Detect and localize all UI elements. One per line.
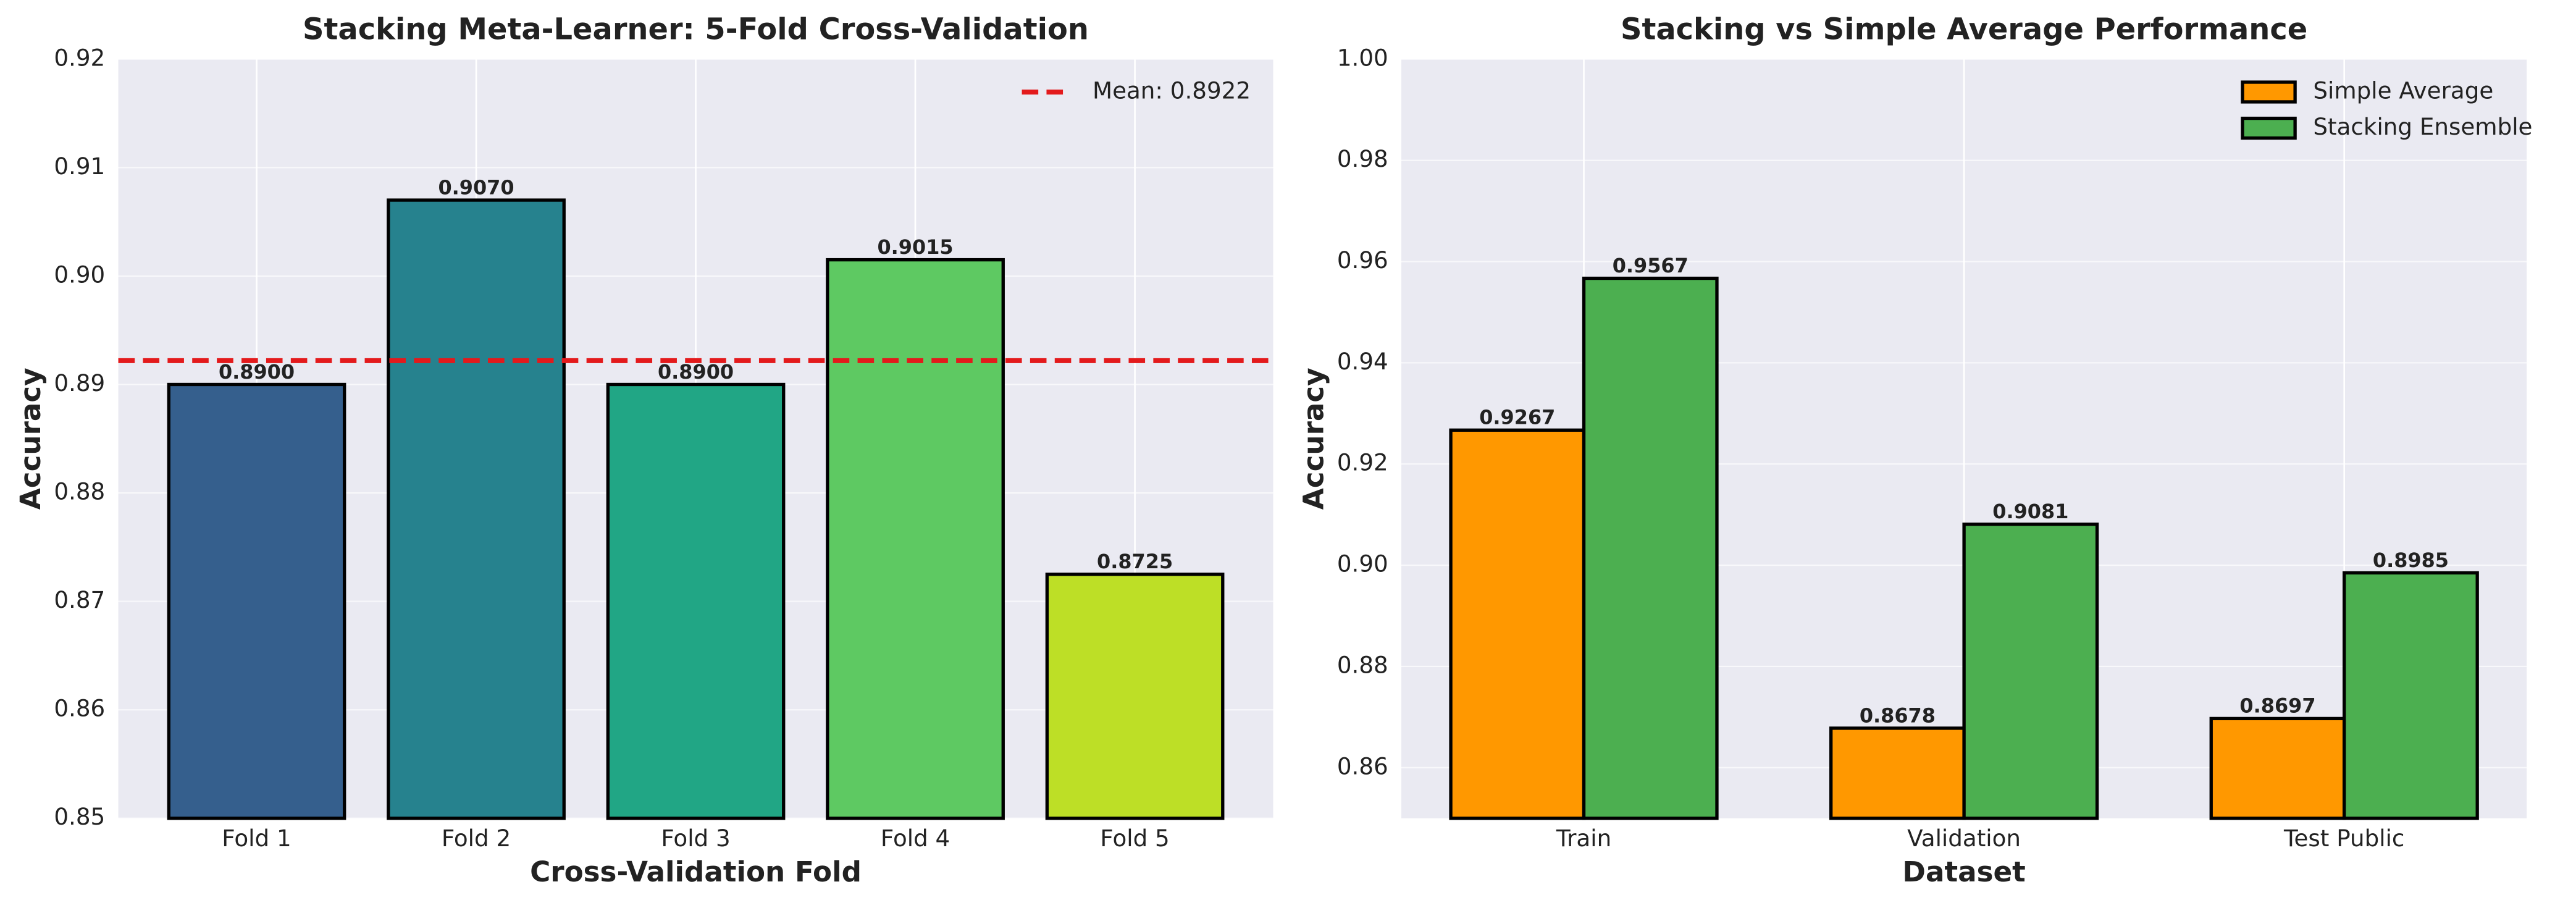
x-tick-label: Fold 1 (222, 825, 291, 852)
chart-title: Stacking vs Simple Average Performance (1621, 13, 2307, 47)
value-label: 0.9567 (1613, 254, 1689, 277)
bar (167, 382, 346, 820)
y-tick-label: 0.92 (54, 44, 105, 71)
bar (826, 258, 1005, 820)
value-label: 0.8900 (658, 360, 734, 384)
y-tick-label: 0.85 (54, 803, 105, 830)
x-tick-label: Fold 5 (1100, 825, 1169, 852)
value-label: 0.9015 (877, 235, 953, 259)
y-tick-label: 0.91 (54, 153, 105, 180)
legend-label: Stacking Ensemble (2313, 113, 2532, 140)
legend-swatch (2241, 116, 2297, 140)
bar (2343, 571, 2479, 820)
value-label: 0.9267 (1479, 406, 1555, 429)
bar (2209, 717, 2346, 820)
value-label: 0.8725 (1097, 550, 1173, 573)
bar (1582, 276, 1719, 820)
value-label: 0.8697 (2239, 694, 2315, 718)
value-label: 0.8678 (1860, 704, 1936, 727)
x-tick-label: Fold 4 (881, 825, 950, 852)
x-tick-label: Validation (1907, 825, 2021, 852)
y-tick-label: 0.92 (1337, 449, 1388, 476)
bar (1962, 523, 2099, 820)
chart-title: Stacking Meta-Learner: 5-Fold Cross-Vali… (303, 13, 1089, 47)
value-label: 0.8985 (2373, 549, 2449, 572)
y-axis-label: Accuracy (1298, 368, 1330, 510)
y-tick-label: 0.90 (1337, 550, 1388, 578)
bar (606, 382, 786, 820)
value-label: 0.9070 (438, 175, 514, 199)
y-tick-label: 0.88 (1337, 651, 1388, 678)
x-tick-label: Train (1556, 825, 1611, 852)
legend-label: Simple Average (2313, 77, 2493, 104)
y-tick-label: 0.86 (54, 695, 105, 722)
legend-label: Mean: 0.8922 (1093, 77, 1251, 104)
value-label: 0.8900 (219, 360, 295, 384)
x-tick-label: Fold 2 (442, 825, 511, 852)
y-tick-label: 1.00 (1337, 44, 1388, 71)
y-tick-label: 0.90 (54, 261, 105, 288)
value-label: 0.9081 (1992, 500, 2068, 523)
y-tick-label: 0.86 (1337, 752, 1388, 780)
bar (1829, 726, 1966, 820)
x-axis-label: Cross-Validation Fold (530, 855, 862, 888)
y-axis-label: Accuracy (14, 368, 47, 510)
bar (1045, 573, 1225, 820)
y-tick-label: 0.98 (1337, 145, 1388, 172)
bar (387, 198, 566, 820)
bar (1449, 428, 1586, 820)
y-tick-label: 0.96 (1337, 246, 1388, 274)
y-tick-label: 0.94 (1337, 348, 1388, 375)
y-tick-label: 0.87 (54, 586, 105, 613)
y-tick-label: 0.89 (54, 369, 105, 397)
x-tick-label: Fold 3 (661, 825, 730, 852)
legend-swatch (2241, 80, 2297, 104)
x-axis-label: Dataset (1902, 855, 2025, 888)
x-tick-label: Test Public (2283, 825, 2404, 852)
y-tick-label: 0.88 (54, 478, 105, 505)
